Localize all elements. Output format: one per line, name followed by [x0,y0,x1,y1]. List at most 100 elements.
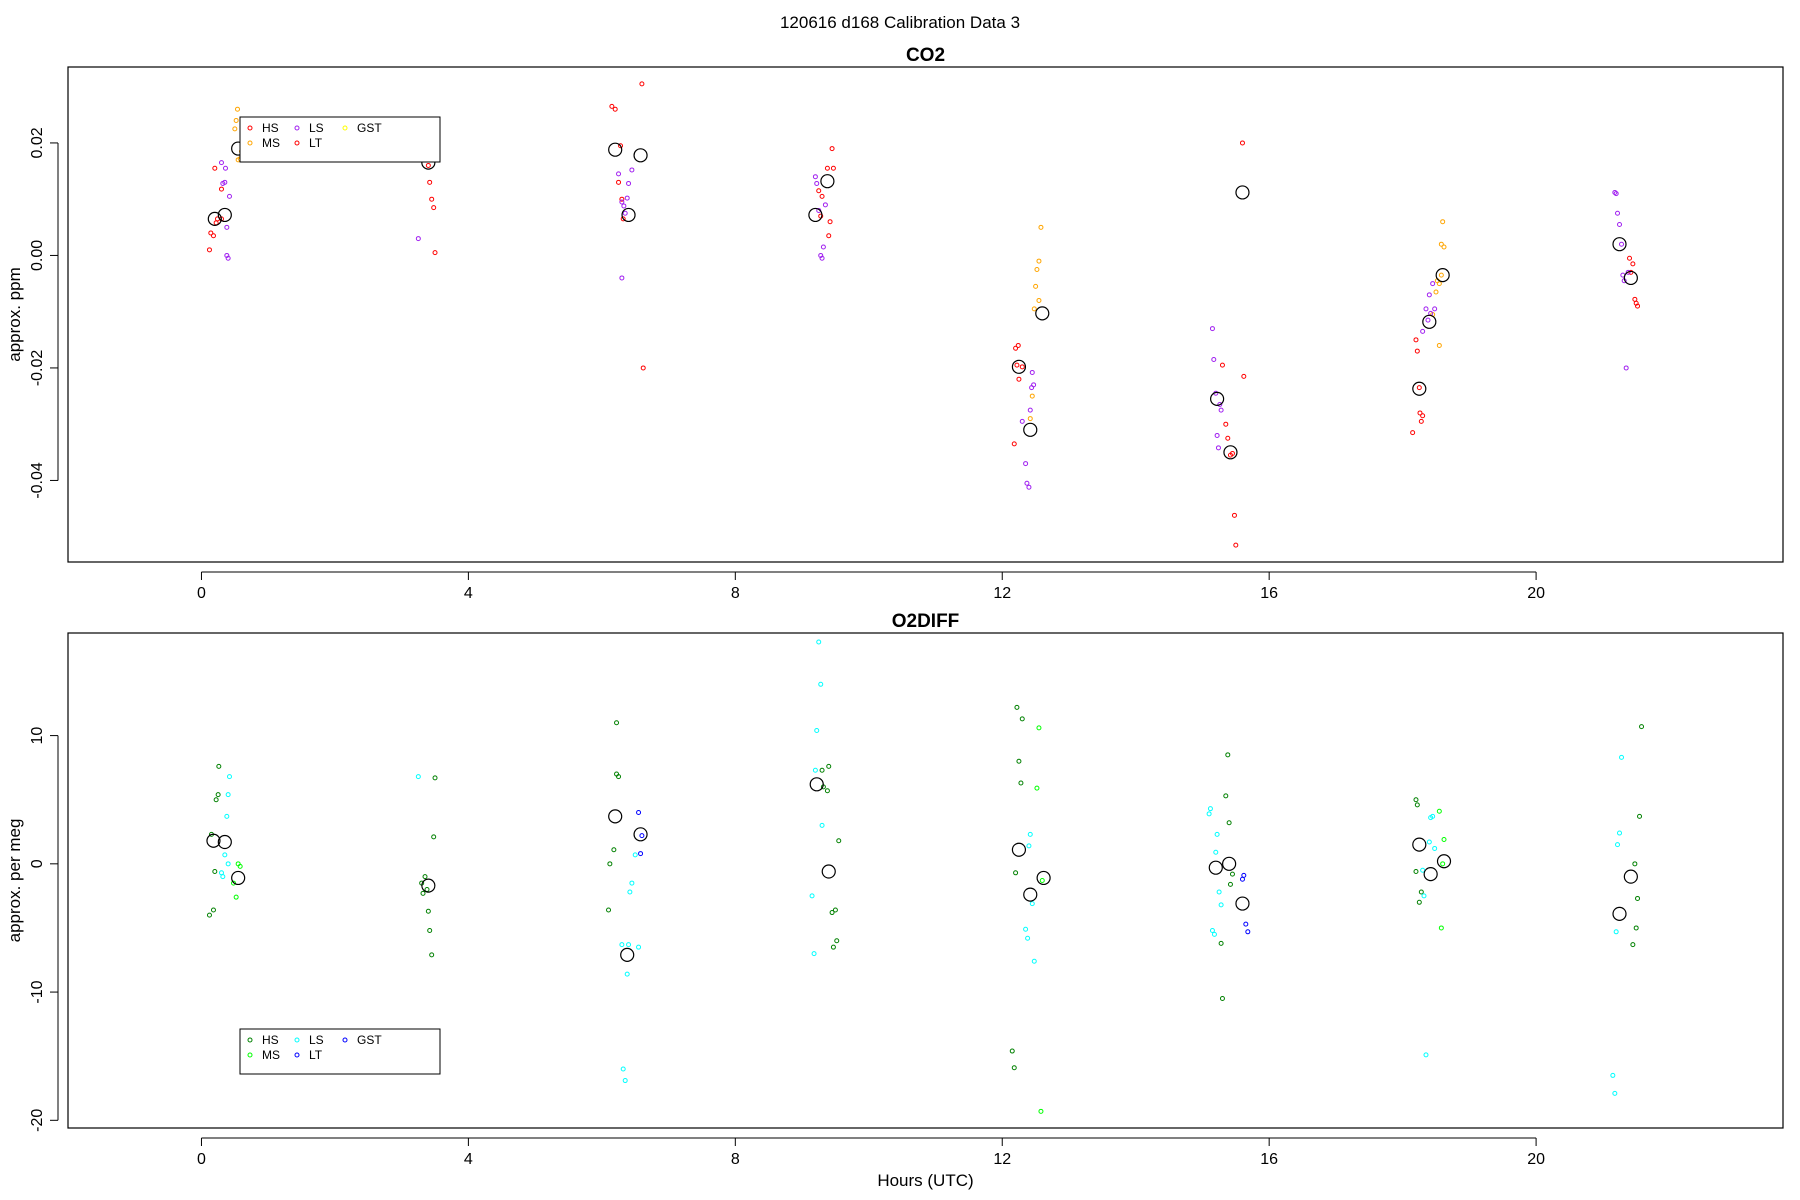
data-point [1410,430,1416,436]
series-hs [206,103,1641,548]
data-point [225,861,231,867]
data-point [1209,326,1215,332]
legend-marker [247,1037,253,1043]
data-point [1036,258,1042,264]
data-point [619,199,625,205]
data-point [616,179,622,185]
data-point [819,767,825,773]
data-point [1013,345,1019,351]
data-point [1019,716,1025,722]
legend-label: GST [357,1033,382,1047]
data-point [1617,222,1623,227]
data-point [607,861,613,867]
legend-label: MS [262,1048,280,1062]
x-tick-label: 0 [197,585,206,602]
data-point [1023,461,1029,467]
data-point [230,880,236,886]
data-point [1630,942,1636,948]
data-point [1420,413,1426,419]
data-point [626,942,632,948]
data-point [1217,402,1223,407]
data-point [812,174,818,180]
data-point [1209,928,1215,934]
mean-point [217,834,232,850]
data-point [629,167,635,173]
mean-point [1422,314,1437,329]
data-point [1016,758,1022,764]
data-point [819,255,825,261]
data-point [1226,820,1232,826]
series-ls [218,639,1625,1096]
legend-label: LT [309,1048,323,1062]
x-tick-label: 0 [197,1151,206,1168]
data-point [1438,925,1444,931]
data-point [427,928,433,934]
panel-title: CO2 [906,45,945,66]
mean-point [206,833,221,848]
data-point [616,774,622,780]
data-point [1627,255,1633,261]
data-point [1018,780,1024,786]
data-point [1033,283,1039,289]
data-point [620,1066,626,1072]
data-point [232,126,238,132]
mean-point [633,827,648,842]
data-point [1432,845,1438,851]
data-point [826,763,832,769]
data-point [1227,881,1233,887]
data-point [1633,300,1639,306]
data-point [619,275,625,281]
data-point [1014,704,1020,710]
data-point [1034,267,1040,272]
data-point [1218,940,1224,946]
mean-point [633,148,648,163]
x-tick-label: 8 [731,585,740,602]
data-point [1635,303,1641,309]
data-point [830,944,836,950]
y-axis-label: approx. ppm [5,267,24,362]
mean-point [1623,869,1638,884]
mean-point [608,809,623,824]
data-point [1420,867,1426,873]
figure-title: 120616 d168 Calibration Data 3 [780,13,1020,32]
mean-point [217,207,232,223]
mean-point [809,777,824,792]
data-point [1016,376,1022,382]
data-point [1036,297,1042,303]
data-point [824,788,830,794]
x-tick-label: 12 [993,1151,1011,1168]
data-point [611,847,617,853]
legend-label: GST [357,121,382,135]
data-point [222,165,228,171]
y-tick-label: 10 [29,727,46,745]
y-axis-label: approx. per meg [5,819,24,943]
x-tick-label: 4 [464,585,473,602]
data-point [814,180,820,186]
data-point [1615,842,1621,848]
data-point [1219,995,1225,1001]
data-point [1414,348,1420,354]
mean-point [1623,270,1638,286]
data-point [1027,407,1033,413]
data-point [809,893,815,899]
data-point [1038,1108,1044,1114]
data-point [1423,1052,1429,1058]
data-point [639,833,645,839]
data-point [206,912,212,918]
y-tick-label: 0.00 [29,240,46,271]
data-point [1426,839,1432,845]
data-point [816,639,822,645]
series-ms [230,725,1447,1114]
data-point [1015,342,1021,348]
data-point [420,890,426,896]
data-point [1441,836,1447,842]
series-hs [206,704,1645,1071]
mean-point [1208,860,1223,875]
data-point [1034,785,1040,791]
data-point [829,910,835,916]
data-point [624,971,630,977]
legend-label: LS [309,1033,324,1047]
data-point [1214,432,1220,438]
data-point [234,106,240,112]
